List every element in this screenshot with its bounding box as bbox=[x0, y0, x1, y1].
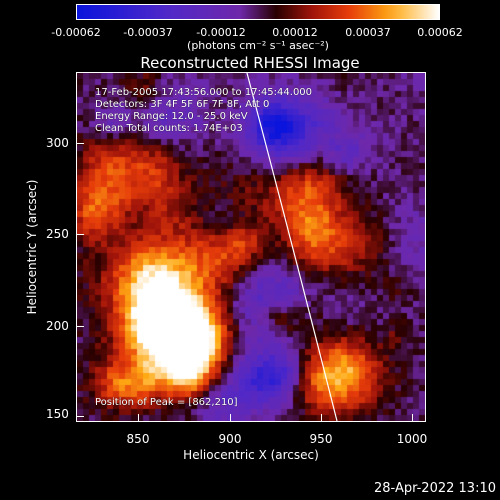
y-tick-mark bbox=[76, 416, 84, 417]
x-tick-label: 850 bbox=[126, 432, 150, 446]
x-tick-mark bbox=[138, 414, 139, 422]
colorbar-tick-label: 0.00062 bbox=[417, 26, 463, 39]
x-axis-label: Heliocentric X (arcsec) bbox=[183, 448, 319, 462]
colorbar-tick-label: -0.00012 bbox=[196, 26, 246, 39]
x-tick-mark bbox=[412, 414, 413, 422]
heatmap-image bbox=[77, 73, 425, 421]
colorbar bbox=[76, 4, 440, 20]
y-tick-label: 300 bbox=[46, 136, 69, 150]
colorbar-tick-label: 0.00012 bbox=[272, 26, 318, 39]
peak-annotation: Position of Peak = [862,210] bbox=[95, 397, 238, 408]
x-tick-label: 900 bbox=[218, 432, 242, 446]
solar-limb-line bbox=[246, 73, 338, 421]
x-tick-label: 1000 bbox=[396, 432, 428, 446]
y-tick-mark bbox=[76, 326, 84, 327]
colorbar-tick-label: -0.00037 bbox=[123, 26, 173, 39]
y-tick-label: 250 bbox=[46, 227, 69, 241]
y-tick-mark bbox=[76, 234, 84, 235]
y-tick-label: 200 bbox=[46, 319, 69, 333]
y-tick-mark bbox=[76, 143, 84, 144]
image-title: Reconstructed RHESSI Image bbox=[140, 54, 360, 72]
clean-annotation: Clean Total counts: 1.74E+03 bbox=[95, 123, 243, 134]
x-tick-mark bbox=[230, 414, 231, 422]
timestamp: 28-Apr-2022 13:10 bbox=[374, 481, 496, 496]
x-tick-label: 950 bbox=[309, 432, 333, 446]
x-tick-mark bbox=[321, 414, 322, 422]
colorbar-tick-label: 0.00037 bbox=[345, 26, 391, 39]
y-tick-label: 150 bbox=[46, 407, 69, 421]
y-axis-label: Heliocentric Y (arcsec) bbox=[25, 179, 39, 315]
time-annotation: 17-Feb-2005 17:43:56.000 to 17:45:44.000 bbox=[95, 87, 313, 98]
image-plot: 17-Feb-2005 17:43:56.000 to 17:45:44.000… bbox=[76, 72, 426, 422]
energy-annotation: Energy Range: 12.0 - 25.0 keV bbox=[95, 111, 248, 122]
colorbar-tick-label: -0.00062 bbox=[51, 26, 101, 39]
colorbar-units: (photons cm⁻² s⁻¹ asec⁻²) bbox=[187, 39, 329, 52]
limb-overlay bbox=[246, 73, 338, 421]
detectors-annotation: Detectors: 3F 4F 5F 6F 7F 8F, Att 0 bbox=[95, 99, 270, 110]
